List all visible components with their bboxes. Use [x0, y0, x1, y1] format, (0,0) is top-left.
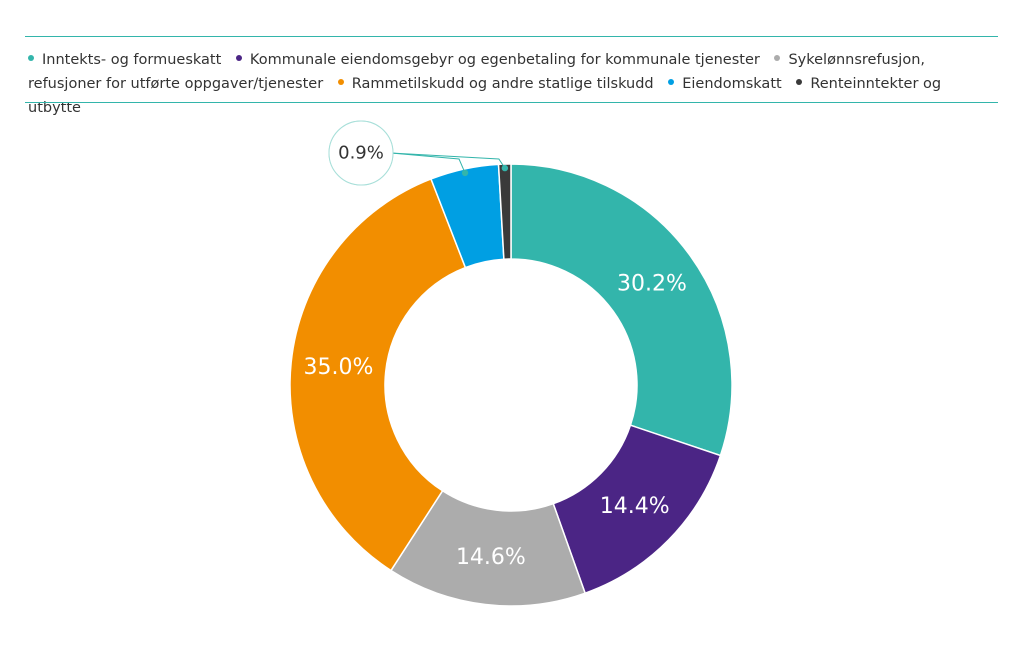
legend-item-inntekts-og-formueskatt[interactable]: Inntekts- og formueskatt [28, 52, 221, 68]
legend-label: Rammetilskudd og andre statlige tilskudd [351, 76, 654, 92]
callout-bubble [328, 120, 394, 186]
callout-leader-line [390, 152, 466, 174]
callout-value-label: 0.9% [338, 143, 384, 164]
legend-label: Renteinntekter og utbytte [28, 76, 942, 116]
slice-value-label: 35.0% [303, 355, 373, 380]
callout-anchor-dot [501, 164, 509, 172]
legend-item-kommunale-eiendomsgebyr[interactable]: Kommunale eiendomsgebyr og egenbetaling … [235, 52, 760, 68]
donut-slice[interactable] [510, 163, 733, 457]
legend-label: Kommunale eiendomsgebyr og egenbetaling … [249, 52, 760, 68]
legend-item-renteinntekter[interactable]: Renteinntekter og utbytte [28, 76, 941, 116]
legend-label: Sykelønnsrefusjon, refusjoner for utført… [28, 52, 926, 92]
callout-leader-line [390, 152, 506, 169]
legend-dot-icon [235, 55, 242, 61]
legend-dot-icon [796, 79, 803, 85]
legend-dot-icon [28, 55, 34, 61]
legend-bottom-rule [25, 102, 998, 103]
slice-value-label: 14.6% [456, 545, 526, 570]
legend-item-eiendomskatt[interactable]: Eiendomskatt [668, 76, 782, 92]
donut-slice[interactable] [289, 178, 467, 572]
legend-item-sykelonnsrefusjon[interactable]: Sykelønnsrefusjon, refusjoner for utført… [28, 52, 925, 92]
callout-anchor-dot [461, 169, 469, 177]
slice-value-label: 14.4% [600, 494, 670, 519]
legend-dot-icon [337, 79, 344, 85]
legend-top-rule [25, 36, 998, 37]
chart-legend: Inntekts- og formueskatt Kommunale eiend… [28, 48, 998, 120]
legend-label: Inntekts- og formueskatt [42, 52, 222, 68]
legend-item-rammetilskudd[interactable]: Rammetilskudd og andre statlige tilskudd [337, 76, 654, 92]
legend-dot-icon [668, 79, 675, 85]
legend-dot-icon [774, 55, 781, 61]
legend-label: Eiendomskatt [682, 76, 782, 92]
slice-value-label: 30.2% [617, 271, 687, 296]
